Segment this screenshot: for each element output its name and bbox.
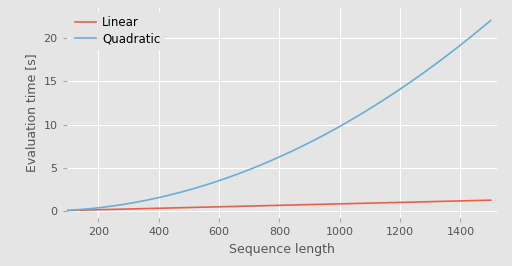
Line: Linear: Linear: [68, 200, 490, 210]
Linear: [256, 204, 262, 207]
Legend: Linear, Quadratic: Linear, Quadratic: [70, 11, 165, 50]
Quadratic: [314, 137, 320, 140]
Linear: [383, 201, 389, 204]
Linear: [174, 206, 180, 209]
Linear: [65, 209, 71, 212]
Linear: [347, 202, 353, 205]
Quadratic: [487, 19, 494, 22]
Line: Quadratic: Quadratic: [68, 20, 490, 210]
Quadratic: [174, 192, 180, 195]
Quadratic: [256, 164, 262, 167]
Linear: [487, 199, 494, 202]
Quadratic: [383, 97, 389, 100]
Quadratic: [65, 209, 71, 212]
Y-axis label: Evaluation time [s]: Evaluation time [s]: [25, 54, 38, 172]
Linear: [140, 207, 146, 210]
Linear: [314, 203, 320, 206]
Quadratic: [140, 199, 146, 202]
X-axis label: Sequence length: Sequence length: [229, 243, 334, 256]
Quadratic: [347, 119, 353, 122]
